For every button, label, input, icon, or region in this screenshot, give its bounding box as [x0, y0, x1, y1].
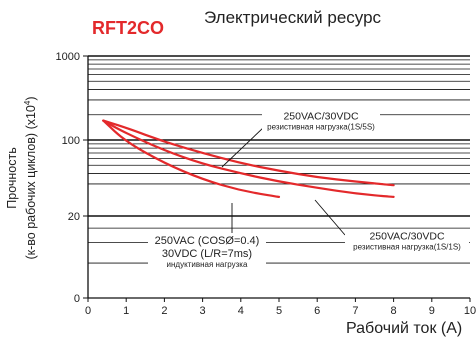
- series-curve-2: [102, 119, 395, 199]
- annotation-text: 250VAC/30VDC: [283, 111, 359, 123]
- annotation-box: [345, 230, 469, 252]
- x-tick-label: 2: [161, 305, 167, 317]
- x-tick-label: 4: [238, 305, 244, 317]
- leader-line: [221, 126, 265, 168]
- y-tick-label: 1000: [56, 51, 80, 63]
- annotation-text: 250VAC/30VDC: [369, 231, 445, 243]
- annotation-text: 250VAC (COSØ=0.4): [155, 235, 260, 247]
- annotation-text: резистивная нагрузка(1S/1S): [353, 243, 461, 252]
- y-tick-label: 0: [74, 293, 80, 305]
- series-curve-1: [102, 119, 395, 187]
- series-curve-3: [102, 119, 281, 199]
- model-name: RFT2CO: [92, 18, 164, 38]
- chart-title: Электрический ресурс: [204, 8, 382, 27]
- annotation-text: индуктивная нагрузка: [167, 260, 248, 269]
- x-tick-label: 10: [464, 305, 476, 317]
- y-tick-label: 100: [62, 135, 80, 147]
- annotation-box: [262, 110, 380, 134]
- x-tick-label: 9: [429, 305, 435, 317]
- annotation-box: [148, 234, 266, 274]
- annotation-text: 30VDC (L/R=7ms): [162, 248, 252, 260]
- x-tick-label: 1: [123, 305, 129, 317]
- x-tick-label: 8: [391, 305, 397, 317]
- x-tick-label: 5: [276, 305, 282, 317]
- x-tick-label: 6: [314, 305, 320, 317]
- x-axis-label: Рабочий ток (А): [346, 320, 463, 337]
- x-tick-label: 0: [85, 305, 91, 317]
- leader-line: [314, 199, 346, 236]
- y-tick-label: 20: [68, 211, 80, 223]
- x-tick-label: 3: [200, 305, 206, 317]
- annotation-text: резистивная нагрузка(1S/5S): [267, 123, 375, 132]
- x-tick-label: 7: [352, 305, 358, 317]
